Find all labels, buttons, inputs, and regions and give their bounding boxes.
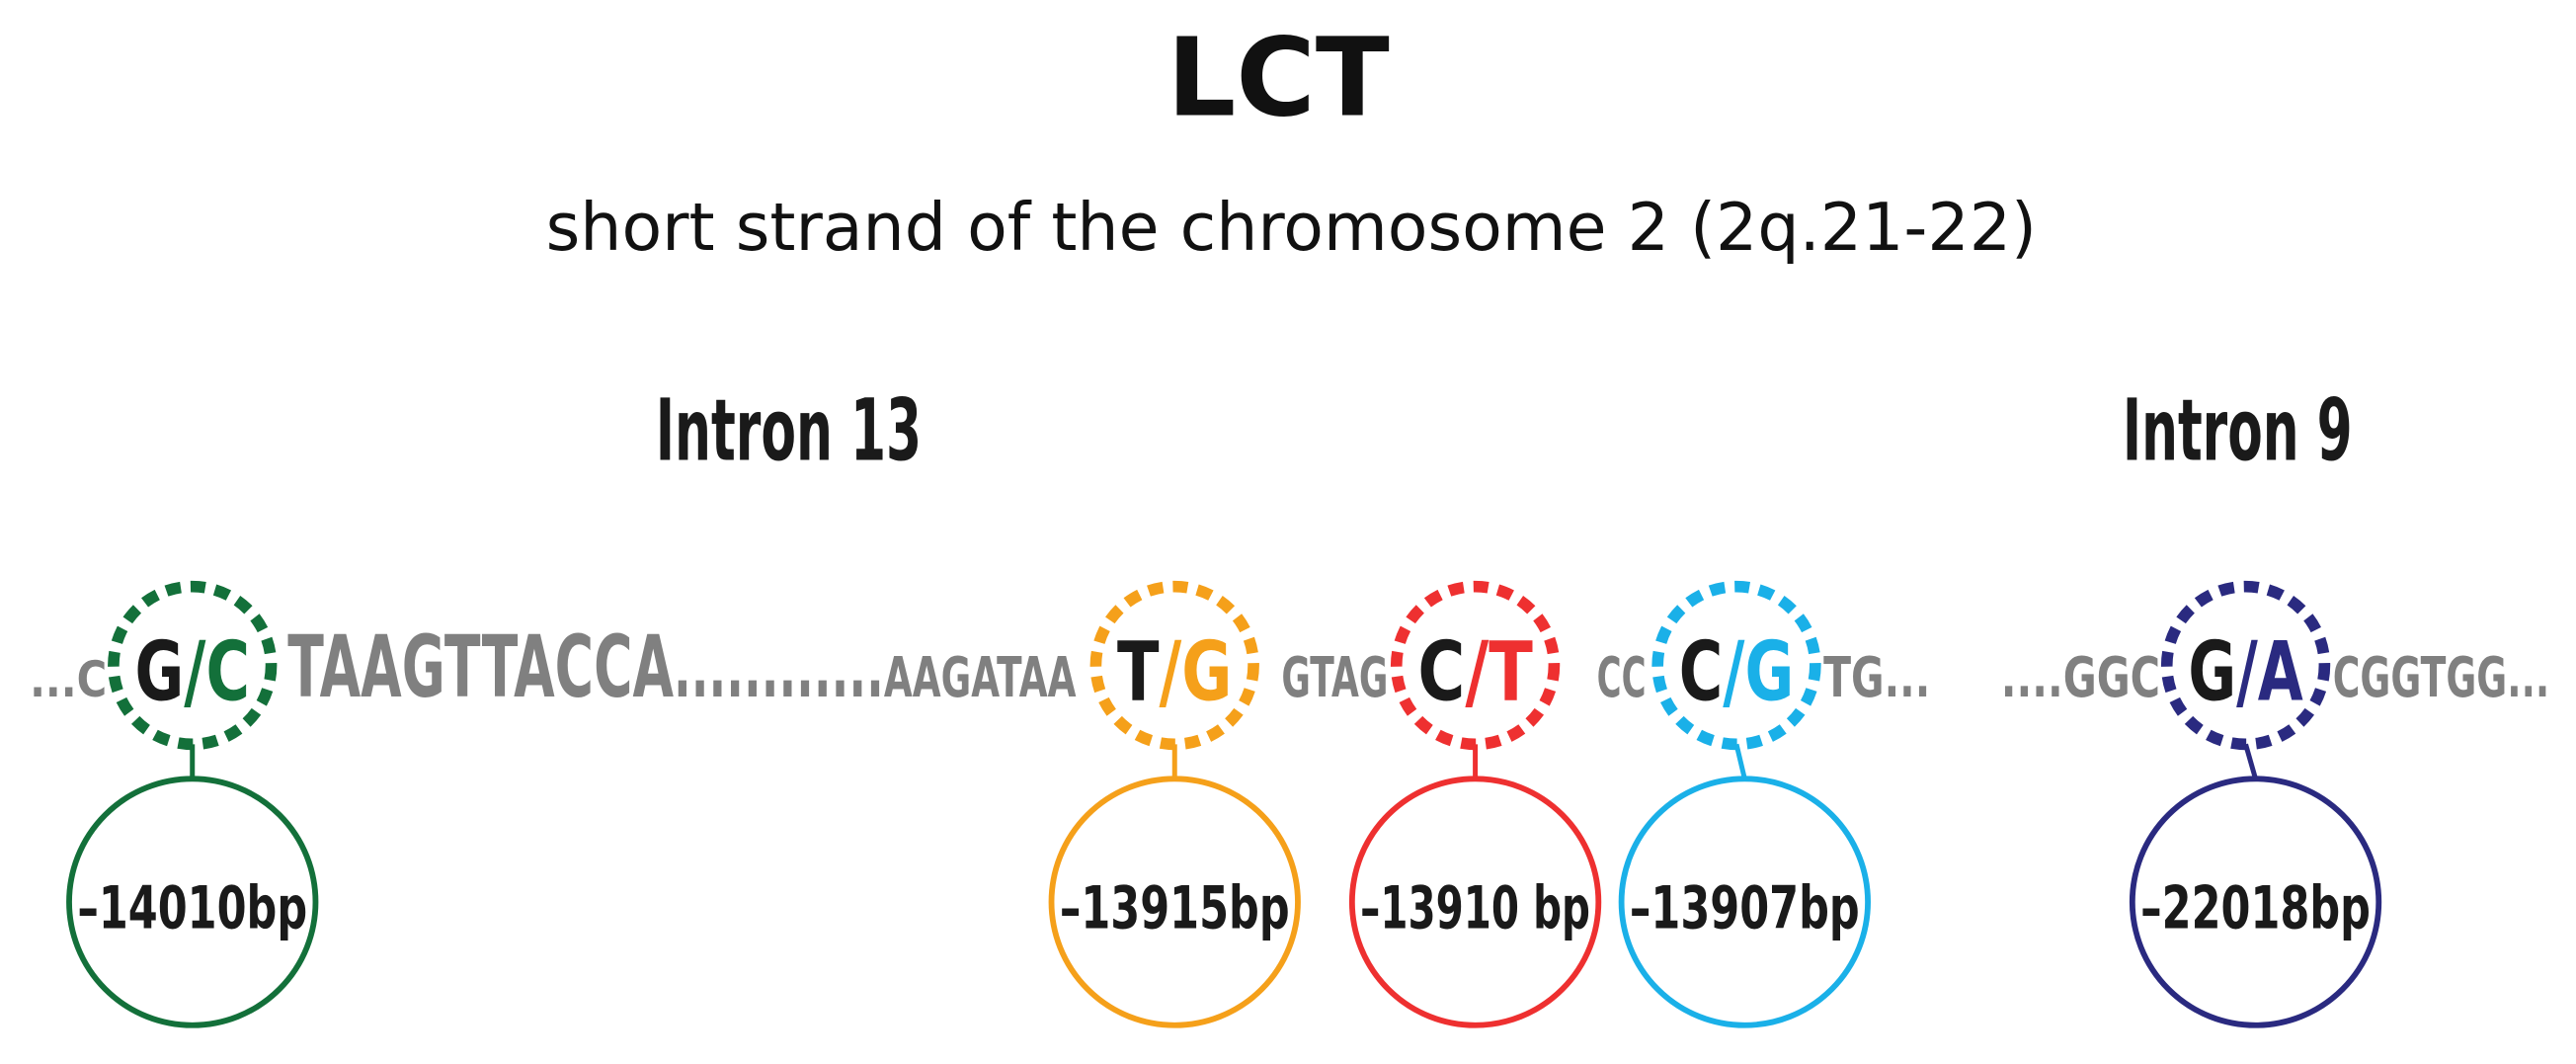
- alt-allele: G: [1181, 623, 1232, 719]
- allele-separator: /: [2236, 623, 2258, 719]
- sequence-segment: TG...: [1823, 646, 1930, 710]
- position-label: –13907bp: [1630, 874, 1860, 943]
- allele-label: T/G: [1117, 623, 1232, 719]
- subtitle: short strand of the chromosome 2 (2q.21-…: [546, 189, 2037, 266]
- sequence-segment: CC: [1597, 646, 1647, 710]
- ref-allele: T: [1117, 623, 1160, 719]
- allele-label: C/G: [1679, 623, 1794, 719]
- ref-allele: G: [2188, 623, 2236, 719]
- snp: G/A –22018bp: [2129, 580, 2382, 1028]
- snp: T/G –13915bp: [1048, 580, 1301, 1028]
- connector: [1733, 743, 1747, 779]
- position-ring: [1348, 776, 1602, 1028]
- alt-allele: T: [1489, 623, 1533, 719]
- allele-label: G/C: [135, 623, 250, 719]
- position-ring: [1618, 776, 1871, 1028]
- sequence-segment: CGGTGG...: [2333, 646, 2550, 710]
- position-label: –22018bp: [2140, 874, 2371, 943]
- allele-separator: /: [1723, 623, 1745, 719]
- region-label: Intron 13: [656, 382, 922, 481]
- title: LCT: [1167, 14, 1389, 140]
- position-label: –14010bp: [77, 874, 307, 943]
- alt-allele: C: [205, 623, 250, 719]
- ref-allele: C: [1417, 623, 1465, 719]
- snp: C/G –13907bp: [1618, 580, 1871, 1028]
- sequence-segment: ...C: [30, 651, 107, 708]
- alt-allele: A: [2258, 623, 2303, 719]
- sequence-segment: ............: [674, 618, 884, 717]
- connector: [2243, 743, 2258, 779]
- allele-separator: /: [1465, 623, 1489, 719]
- allele-separator: /: [184, 623, 206, 719]
- position-ring: [66, 776, 319, 1028]
- region-label: Intron 9: [2123, 382, 2353, 481]
- snp: G/C –14010bp: [66, 580, 319, 1028]
- allele-label: G/A: [2188, 623, 2302, 719]
- sequence-segment: GTAG: [1281, 646, 1388, 710]
- snp: C/T –13910 bp: [1348, 580, 1602, 1028]
- ref-allele: C: [1679, 623, 1724, 719]
- position-label: –13910 bp: [1360, 874, 1590, 943]
- sequence-segment: ....GGC: [2001, 646, 2160, 710]
- position-ring: [1048, 776, 1301, 1028]
- position-ring: [2129, 776, 2382, 1028]
- ref-allele: G: [135, 623, 185, 719]
- position-label: –13915bp: [1060, 874, 1290, 943]
- allele-label: C/T: [1417, 623, 1533, 719]
- allele-separator: /: [1160, 623, 1182, 719]
- sequence-segment: AAGATAA: [884, 646, 1077, 710]
- alt-allele: G: [1744, 623, 1794, 719]
- sequence-segment: TAAGTTACCA: [287, 618, 674, 717]
